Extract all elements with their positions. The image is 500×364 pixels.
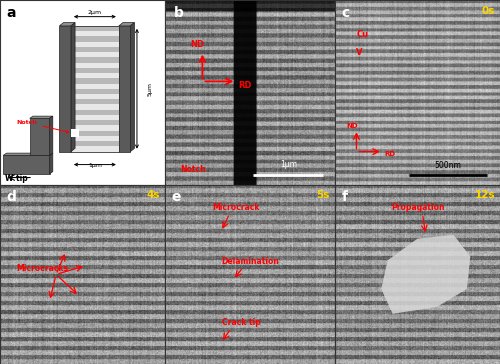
Text: 12s: 12s xyxy=(474,190,495,200)
Text: d: d xyxy=(6,190,16,204)
Polygon shape xyxy=(119,23,134,26)
Polygon shape xyxy=(71,23,75,152)
Polygon shape xyxy=(60,23,75,26)
Polygon shape xyxy=(71,131,119,136)
Text: ND: ND xyxy=(190,40,204,49)
Polygon shape xyxy=(71,41,119,47)
Polygon shape xyxy=(4,153,53,155)
Polygon shape xyxy=(71,130,79,137)
Polygon shape xyxy=(71,104,119,110)
Polygon shape xyxy=(60,26,71,152)
Polygon shape xyxy=(71,141,119,146)
Polygon shape xyxy=(4,155,50,174)
Polygon shape xyxy=(71,63,119,68)
Polygon shape xyxy=(381,235,470,314)
Text: 5s: 5s xyxy=(316,190,330,200)
Text: 1μm: 1μm xyxy=(88,163,102,168)
Text: 5μm: 5μm xyxy=(148,82,152,96)
Polygon shape xyxy=(71,52,119,57)
Text: 4s: 4s xyxy=(146,190,160,200)
Polygon shape xyxy=(119,26,130,152)
Polygon shape xyxy=(30,116,53,118)
Polygon shape xyxy=(71,68,119,73)
Polygon shape xyxy=(71,83,119,89)
Text: Delamination: Delamination xyxy=(221,257,279,266)
Polygon shape xyxy=(50,153,53,174)
Text: Microcracks: Microcracks xyxy=(16,264,68,273)
Text: RD: RD xyxy=(238,81,252,90)
Text: f: f xyxy=(342,190,347,204)
Polygon shape xyxy=(71,89,119,94)
Text: e: e xyxy=(172,190,182,204)
Text: Notch: Notch xyxy=(180,165,206,174)
Text: V: V xyxy=(356,48,363,58)
Text: b: b xyxy=(174,5,184,20)
Polygon shape xyxy=(71,26,119,31)
Polygon shape xyxy=(71,99,119,104)
Text: Notch: Notch xyxy=(16,120,69,133)
Polygon shape xyxy=(71,47,119,52)
Polygon shape xyxy=(71,31,119,36)
Text: Microcrack: Microcrack xyxy=(212,203,260,212)
Text: c: c xyxy=(342,5,350,20)
Text: 2μm: 2μm xyxy=(88,10,102,15)
Text: 0s: 0s xyxy=(482,5,495,16)
Text: Propagation: Propagation xyxy=(391,203,444,212)
Polygon shape xyxy=(71,94,119,99)
Text: 1μm: 1μm xyxy=(280,161,297,169)
Polygon shape xyxy=(130,23,134,152)
Polygon shape xyxy=(71,110,119,115)
Polygon shape xyxy=(71,115,119,120)
Polygon shape xyxy=(71,73,119,78)
Polygon shape xyxy=(71,36,119,41)
Polygon shape xyxy=(71,78,119,83)
Polygon shape xyxy=(71,57,119,63)
Polygon shape xyxy=(50,116,53,155)
Polygon shape xyxy=(30,118,50,155)
Text: Crack tip: Crack tip xyxy=(222,318,261,327)
Text: a: a xyxy=(6,5,16,20)
Polygon shape xyxy=(71,120,119,126)
Text: RD: RD xyxy=(384,151,396,157)
Text: Cu: Cu xyxy=(356,30,368,39)
Polygon shape xyxy=(71,126,119,131)
Polygon shape xyxy=(71,146,119,152)
Text: W tip: W tip xyxy=(5,174,28,183)
Text: 500nm: 500nm xyxy=(434,161,462,170)
Text: ND: ND xyxy=(346,123,358,128)
Polygon shape xyxy=(71,136,119,141)
